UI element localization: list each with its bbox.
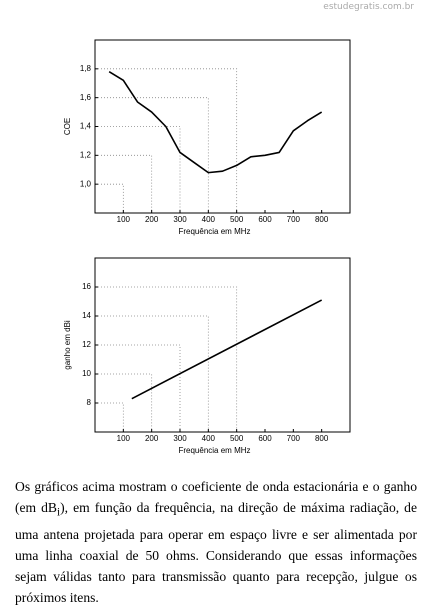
watermark: estudegratis.com.br (323, 2, 414, 12)
x-tick-label: 700 (287, 434, 301, 443)
x-tick-label: 100 (117, 434, 131, 443)
y-tick-label: 1,6 (80, 93, 92, 102)
x-axis-label: Frequência em MHz (178, 446, 250, 455)
guide-line (95, 97, 209, 213)
charts: 100 200 300 400 500 600 700 800 1,0 1,2 1,4 1,6 1,8 F… (63, 39, 351, 455)
x-tick-label: 600 (258, 215, 272, 224)
subscript: i (57, 506, 61, 519)
x-tick-label: 700 (287, 215, 301, 224)
x-tick-label: 300 (173, 434, 187, 443)
x-tick-label: 800 (315, 434, 329, 443)
y-tick-label: 8 (87, 398, 92, 407)
guide-line (95, 315, 209, 432)
text: ), em função da frequência, na direção d… (15, 500, 417, 605)
guide-line (95, 402, 124, 432)
y-axis-label: COE (63, 118, 72, 135)
x-tick-label: 800 (315, 215, 329, 224)
plot-frame (94, 39, 351, 214)
data-line (108, 71, 323, 174)
x-tick-label: 400 (202, 434, 216, 443)
x-tick-label: 300 (173, 215, 187, 224)
x-tick-label: 600 (258, 434, 272, 443)
y-tick-label: 1,8 (80, 64, 92, 73)
plot-frame (94, 257, 351, 433)
x-tick-label: 500 (230, 215, 244, 224)
guide-line (95, 183, 124, 213)
y-tick-label: 14 (82, 311, 91, 320)
x-axis-label: Frequência em MHz (178, 227, 250, 236)
x-tick-label: 100 (117, 215, 131, 224)
guide-line (95, 286, 238, 432)
y-tick-label: 1,4 (80, 122, 92, 131)
guide-line (95, 154, 153, 213)
x-tick-label: 200 (145, 215, 159, 224)
y-tick-label: 12 (82, 340, 91, 349)
y-tick-label: 16 (82, 282, 91, 291)
guide-line (95, 68, 238, 213)
data-line (131, 299, 323, 400)
guide-line (95, 344, 181, 432)
guide-line (95, 126, 181, 213)
x-tick-label: 400 (202, 215, 216, 224)
text: Os gráficos acima mostram o coeficiente … (15, 479, 417, 515)
y-tick-label: 10 (82, 369, 91, 378)
y-tick-label: 1,0 (80, 179, 92, 188)
paragraph: Os gráficos acima mostram o coeficiente … (15, 476, 417, 607)
y-axis-label: ganho em dBi (63, 320, 72, 370)
y-tick-label: 1,2 (80, 150, 92, 159)
guide-line (95, 373, 153, 432)
x-tick-label: 500 (230, 434, 244, 443)
x-tick-label: 200 (145, 434, 159, 443)
